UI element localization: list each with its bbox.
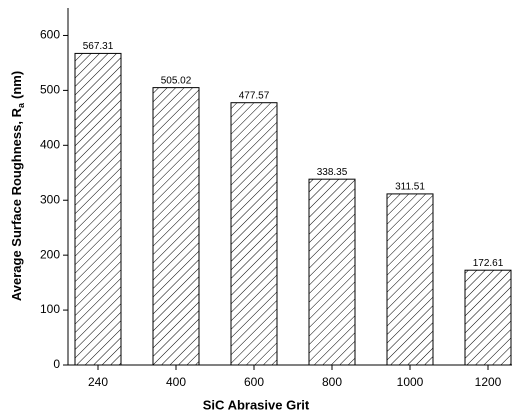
bar <box>74 52 122 366</box>
value-label: 172.61 <box>473 258 504 269</box>
y-axis-title: Average Surface Roughness, Ra (nm) <box>9 71 26 301</box>
value-label: 477.57 <box>239 90 270 101</box>
y-axis-title-main: Average Surface Roughness, R <box>9 107 24 301</box>
bar <box>386 193 434 366</box>
y-tick-label: 500 <box>40 83 60 97</box>
y-axis-title-unit: (nm) <box>9 71 24 99</box>
x-tick-label: 1000 <box>397 375 424 389</box>
value-label: 311.51 <box>395 182 425 193</box>
y-tick-label: 600 <box>40 28 60 42</box>
x-tick-label: 1200 <box>475 375 502 389</box>
x-tick-label: 600 <box>244 375 264 389</box>
y-tick-label: 300 <box>40 192 60 206</box>
y-axis-title-sub: a <box>16 102 26 108</box>
x-axis-title: SiC Abrasive Grit <box>203 397 310 412</box>
bar <box>230 102 278 366</box>
value-label: 567.31 <box>83 41 114 52</box>
value-label: 505.02 <box>161 75 192 86</box>
y-tick-label: 0 <box>53 357 60 371</box>
y-tick-label: 100 <box>40 302 60 316</box>
y-tick-label: 200 <box>40 247 60 261</box>
x-tick-label: 800 <box>322 375 342 389</box>
bar <box>464 269 512 366</box>
y-tick-label: 400 <box>40 137 60 151</box>
value-label: 338.35 <box>317 167 348 178</box>
x-tick-label: 240 <box>88 375 108 389</box>
x-tick-label: 400 <box>166 375 186 389</box>
bar <box>152 87 200 366</box>
bar <box>308 178 356 366</box>
